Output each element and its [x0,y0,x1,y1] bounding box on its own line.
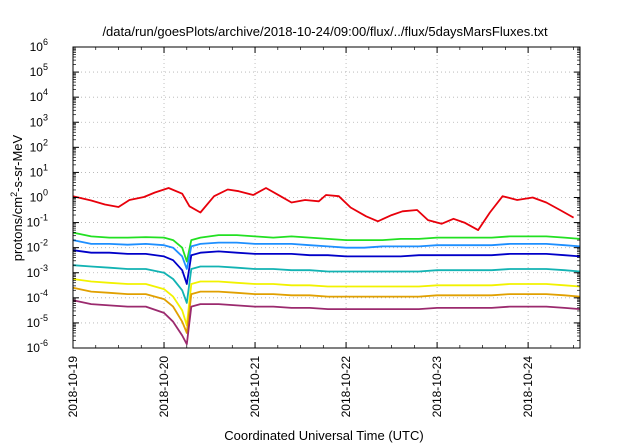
y-tick-labels: 10-610-510-410-310-210-11001011021031041… [27,37,48,355]
x-tick-label: 2018-10-23 [430,356,444,418]
y-tick-label-base: 10 [27,216,41,230]
y-tick-label: 10-6 [27,338,48,355]
series-line-6 [72,278,581,327]
y-tick-label-exponent: -4 [40,288,48,298]
y-axis-label: protons/cm2-s-sr-MeV [9,134,25,261]
y-tick-label: 102 [30,137,48,154]
x-tick-label: 2018-10-22 [339,356,353,418]
x-tick-label: 2018-10-21 [248,356,262,418]
x-tick-label: 2018-10-20 [157,356,171,418]
series-line-5 [72,264,581,304]
y-tick-label: 10-1 [27,213,48,230]
y-tick-label: 104 [30,87,48,104]
y-tick-label: 10-5 [27,313,48,330]
grid [73,47,580,348]
y-axis-label-rest: -s-sr-MeV [10,134,25,191]
series-line-1 [72,187,575,232]
y-tick-label-exponent: 1 [43,162,48,172]
y-axis-label-sup: 2 [9,192,19,197]
series-line-2 [72,231,581,263]
x-tick-label: 2018-10-19 [66,356,80,418]
y-tick-label: 10-4 [27,288,48,305]
y-tick-label: 10-3 [27,263,48,280]
y-tick-label-base: 10 [27,291,41,305]
y-tick-label-base: 10 [27,241,41,255]
y-tick-label-base: 10 [30,40,44,54]
x-tick-label: 2018-10-24 [521,356,535,418]
y-tick-label-exponent: 4 [43,87,48,97]
y-tick-label-exponent: 0 [43,188,48,198]
y-tick-label-base: 10 [30,65,44,79]
y-tick-label-exponent: 2 [43,137,48,147]
x-tick-labels: 2018-10-19 2018-10-20 2018-10-21 2018-10-22… [66,356,535,418]
x-axis-label: Coordinated Universal Time (UTC) [224,428,423,443]
y-tick-label-base: 10 [27,266,41,280]
y-tick-label-exponent: 6 [43,37,48,47]
y-tick-label-exponent: -6 [40,338,48,348]
y-tick-label: 105 [30,62,48,79]
y-tick-label-base: 10 [30,165,44,179]
y-tick-label: 103 [30,112,48,129]
series-line-4 [72,249,581,285]
series-group [72,187,581,346]
y-tick-label-base: 10 [27,316,41,330]
axis-ticks [72,46,580,349]
y-tick-label-exponent: -5 [40,313,48,323]
series-line-7 [72,286,581,334]
y-tick-label-base: 10 [30,115,44,129]
series-line-3 [72,239,581,270]
y-tick-label-base: 10 [30,140,44,154]
y-tick-label-exponent: -3 [40,263,48,273]
y-tick-label-exponent: 3 [43,112,48,122]
y-tick-label: 101 [30,162,48,179]
y-tick-label-base: 10 [27,341,41,355]
y-tick-label: 100 [30,188,48,205]
y-tick-label-base: 10 [30,191,44,205]
series-line-8 [72,299,581,346]
y-tick-label-exponent: 5 [43,62,48,72]
y-tick-label-exponent: -2 [40,238,48,248]
y-axis-label-base: protons/cm [10,197,25,261]
y-tick-label-base: 10 [30,90,44,104]
chart-title: /data/run/goesPlots/archive/2018-10-24/0… [102,24,548,39]
y-tick-label: 10-2 [27,238,48,255]
y-tick-label-exponent: -1 [40,213,48,223]
y-tick-label: 106 [30,37,48,54]
